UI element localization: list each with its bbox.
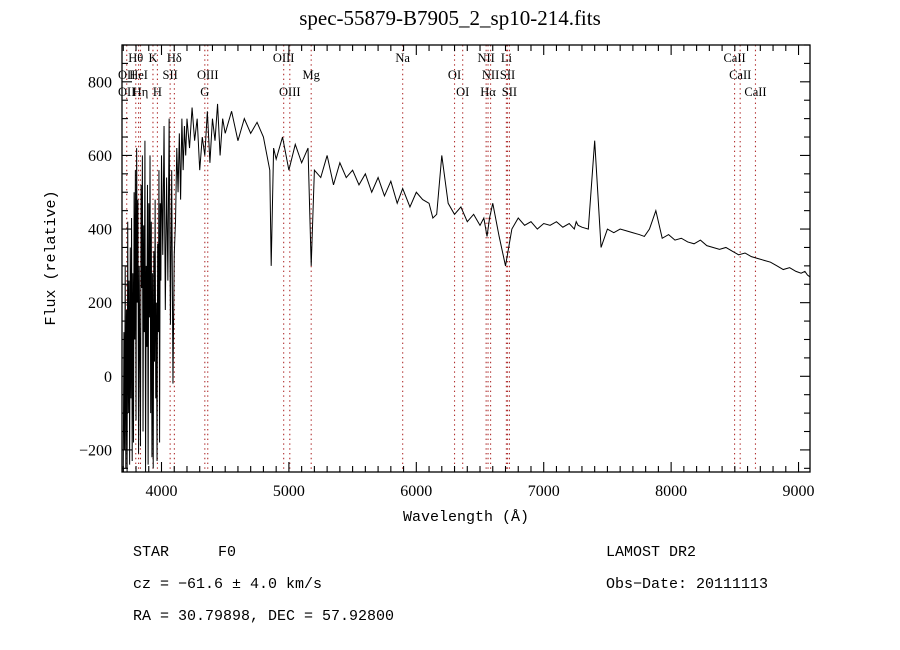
spectrum-trace [122,103,810,472]
line-marker-label: SII [163,68,178,82]
spectrum-trace-group [122,103,810,472]
line-marker-label: CaII [723,51,745,65]
line-marker-label: NII [482,68,499,82]
y-tick-label: 200 [88,295,112,312]
line-marker-label: K [148,51,157,65]
y-axis-label: Flux (relative) [43,190,60,325]
x-tick-label: 4000 [145,483,177,500]
line-marker-label: Mg [303,68,321,82]
line-marker-label: HeI [129,68,148,82]
x-tick-label-group: 4000 5000 6000 7000 8000 9000 [145,483,814,500]
line-marker-label: Na [395,51,410,65]
x-tick-label: 6000 [400,483,432,500]
line-marker-label: Hδ [167,51,182,65]
line-marker-label: OI [456,85,469,99]
x-tick-label: 9000 [783,483,815,500]
y-tick-label: 0 [104,369,112,386]
object-class-label: STAR [133,544,169,561]
page-title: spec-55879-B7905_2_sp10-214.fits [299,6,601,30]
line-marker-label: SII [502,85,517,99]
x-tick-label: 8000 [655,483,687,500]
line-marker-label: OIII [197,68,219,82]
obs-date-label: Obs−Date: 20111113 [606,576,768,593]
line-marker-label: SII [500,68,515,82]
line-marker-label: Hη [133,85,149,99]
line-marker-label: Hα [480,85,496,99]
x-tick-label: 5000 [273,483,305,500]
y-tick-label: 400 [88,222,112,239]
y-tick-label-group: −200 0 200 400 600 800 [79,74,112,459]
y-tick-label: 800 [88,74,112,91]
radial-velocity-label: cz = −61.6 ± 4.0 km/s [133,576,322,593]
line-marker-label: NII [477,51,494,65]
line-marker-label: CaII [744,85,766,99]
x-tick-label: 7000 [528,483,560,500]
line-marker-label: OI [448,68,461,82]
y-tick-label: 600 [88,148,112,165]
line-marker-label: Li [501,51,513,65]
y-tick-label: −200 [79,442,112,459]
survey-label: LAMOST DR2 [606,544,696,561]
spectral-type-label: F0 [218,544,236,561]
coordinates-label: RA = 30.79898, DEC = 57.92800 [133,608,394,625]
line-marker-label: G [200,85,209,99]
line-marker-label: OIII [279,85,301,99]
line-marker-label: H [153,85,162,99]
x-axis-label: Wavelength (Å) [403,509,529,526]
line-marker-label: OIII [273,51,295,65]
plot-frame [121,44,811,473]
line-marker-label: CaII [729,68,751,82]
line-marker-label: Hθ [128,51,143,65]
axes-frame-group [121,44,811,473]
